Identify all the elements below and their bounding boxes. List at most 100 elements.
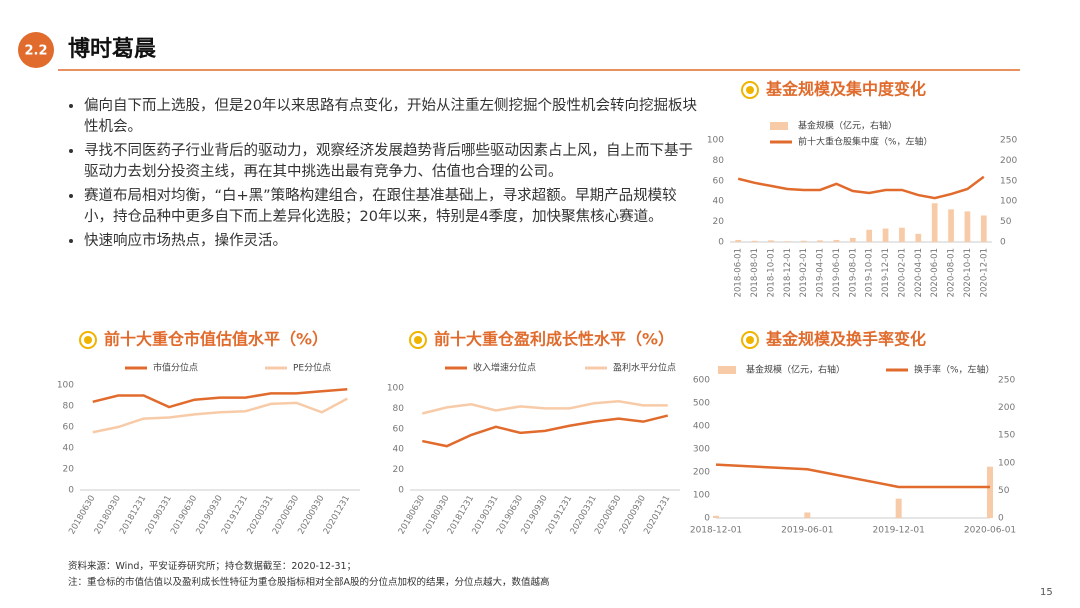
y2-tick-label: 250	[998, 376, 1015, 386]
x-tick-label: 2019-08-01	[848, 248, 858, 297]
x-tick-label: 2018-08-01	[750, 248, 760, 297]
y-tick-label: 100	[693, 491, 710, 501]
y-tick-label: 200	[693, 468, 710, 478]
x-tick-label: 2019-02-01	[799, 248, 809, 297]
y2-tick-label: 150	[998, 431, 1015, 441]
chart-title: 前十大重仓市值估值水平（%）	[104, 330, 328, 349]
bar	[800, 240, 807, 242]
legend-label: 收入增速分位点	[473, 362, 536, 374]
bar	[980, 215, 987, 242]
legend-label: 换手率（%，左轴）	[914, 364, 995, 376]
y-tick-label: 60	[713, 176, 725, 186]
page-number: 15	[1040, 587, 1053, 598]
x-tick-label: 2020-12-01	[979, 248, 989, 297]
footnote: 注：重仓标的市值估值以及盈利成长性特征为重仓股指标相对全部A股的分位点加权的结果…	[68, 577, 550, 588]
x-tick-label: 2020-02-01	[897, 248, 907, 297]
y2-tick-label: 0	[998, 514, 1004, 524]
section-number: 2.2	[24, 44, 47, 59]
y-tick-label: 600	[693, 376, 710, 386]
x-tick-label: 2020-06-01	[964, 526, 1016, 536]
x-tick-label: 2019-12-01	[881, 248, 891, 297]
y-tick-label: 60	[63, 423, 75, 433]
y-tick-label: 20	[63, 465, 75, 475]
y-tick-label: 100	[387, 384, 404, 394]
footnote: 资料来源：Wind，平安证券研究所；持仓数据截至：2020-12-31；	[68, 561, 357, 572]
bar	[784, 241, 791, 242]
bar	[987, 466, 993, 518]
bar	[882, 228, 889, 242]
y-tick-label: 20	[713, 217, 725, 227]
y2-tick-label: 100	[998, 458, 1015, 468]
y-tick-label: 0	[398, 486, 404, 496]
x-tick-label: 2020-10-01	[963, 248, 973, 297]
y-tick-label: 400	[693, 422, 710, 432]
x-tick-label: 2019-10-01	[865, 248, 875, 297]
x-tick-label: 2019-06-01	[832, 248, 842, 297]
x-tick-label: 20201231	[322, 494, 352, 536]
chart-title: 基金规模及集中度变化	[765, 80, 926, 99]
title-icon-dot	[746, 336, 754, 344]
y-tick-label: 0	[704, 514, 710, 524]
bar	[751, 240, 758, 242]
bar	[833, 239, 840, 242]
x-tick-label: 2018-12-01	[690, 526, 742, 536]
line-series	[737, 175, 985, 200]
x-tick-label: 2019-04-01	[816, 248, 826, 297]
line-series	[422, 414, 669, 448]
x-tick-label: 2019-12-01	[873, 526, 925, 536]
y-tick-label: 20	[393, 465, 405, 475]
slide-title: 博时葛晨	[68, 36, 157, 62]
y-tick-label: 80	[713, 156, 725, 166]
legend-label: 盈利水平分位点	[613, 362, 676, 374]
bar	[768, 240, 774, 242]
x-tick-label: 2019-06-01	[781, 526, 833, 536]
y-tick-label: 100	[707, 136, 724, 146]
y-tick-label: 100	[57, 381, 74, 391]
legend-swatch	[770, 122, 788, 130]
title-icon-dot	[746, 86, 754, 94]
y2-tick-label: 250	[1000, 136, 1017, 146]
bar	[895, 498, 902, 518]
bar	[713, 515, 719, 518]
y-tick-label: 0	[68, 486, 74, 496]
bar	[735, 239, 742, 242]
line-series	[715, 463, 990, 489]
x-tick-label: 2020-08-01	[947, 248, 957, 297]
bar	[931, 203, 938, 242]
bullet-list: 偏向自下而上选股，但是20年以来思路有点变化，开始从注重左侧挖掘个股性机会转向挖…	[62, 96, 698, 255]
legend-label: 前十大重仓股集中度（%，左轴）	[798, 136, 933, 148]
x-tick-label: 2018-06-01	[734, 248, 744, 297]
line-series	[92, 387, 348, 409]
bar	[849, 237, 856, 242]
y2-tick-label: 200	[998, 403, 1015, 413]
legend-label: 基金规模（亿元，右轴）	[746, 364, 845, 376]
legend-swatch	[718, 366, 736, 374]
bullet: 赛道布局相对均衡，“白+黑”策略构建组合，在跟住基准基础上，寻求超额。早期产品规…	[84, 186, 698, 228]
bar	[948, 209, 954, 242]
x-tick-label: 2020-06-01	[930, 248, 940, 297]
bar	[817, 240, 823, 242]
y-tick-label: 40	[713, 197, 725, 207]
x-tick-label: 2018-10-01	[766, 248, 776, 297]
bar	[804, 512, 811, 518]
bar	[964, 211, 971, 242]
bullet: 快速响应市场热点，操作灵活。	[84, 231, 698, 252]
bar	[915, 233, 922, 242]
legend-label: PE分位点	[293, 362, 331, 374]
bullet: 偏向自下而上选股，但是20年以来思路有点变化，开始从注重左侧挖掘个股性机会转向挖…	[84, 96, 698, 138]
y2-tick-label: 100	[1000, 197, 1017, 207]
y-tick-label: 80	[63, 402, 75, 412]
line-series	[421, 400, 668, 415]
legend-label: 市值分位点	[153, 362, 198, 374]
y-tick-label: 500	[693, 399, 710, 409]
x-tick-label: 2020-04-01	[914, 248, 924, 297]
title-icon-dot	[414, 336, 422, 344]
y2-tick-label: 50	[1000, 217, 1012, 227]
y-tick-label: 40	[63, 444, 75, 454]
y-tick-label: 0	[718, 238, 724, 248]
y-tick-label: 80	[393, 404, 405, 414]
y-tick-label: 300	[693, 445, 710, 455]
x-tick-label: 2018-12-01	[783, 248, 793, 297]
legend-label: 基金规模（亿元，右轴）	[798, 120, 897, 132]
